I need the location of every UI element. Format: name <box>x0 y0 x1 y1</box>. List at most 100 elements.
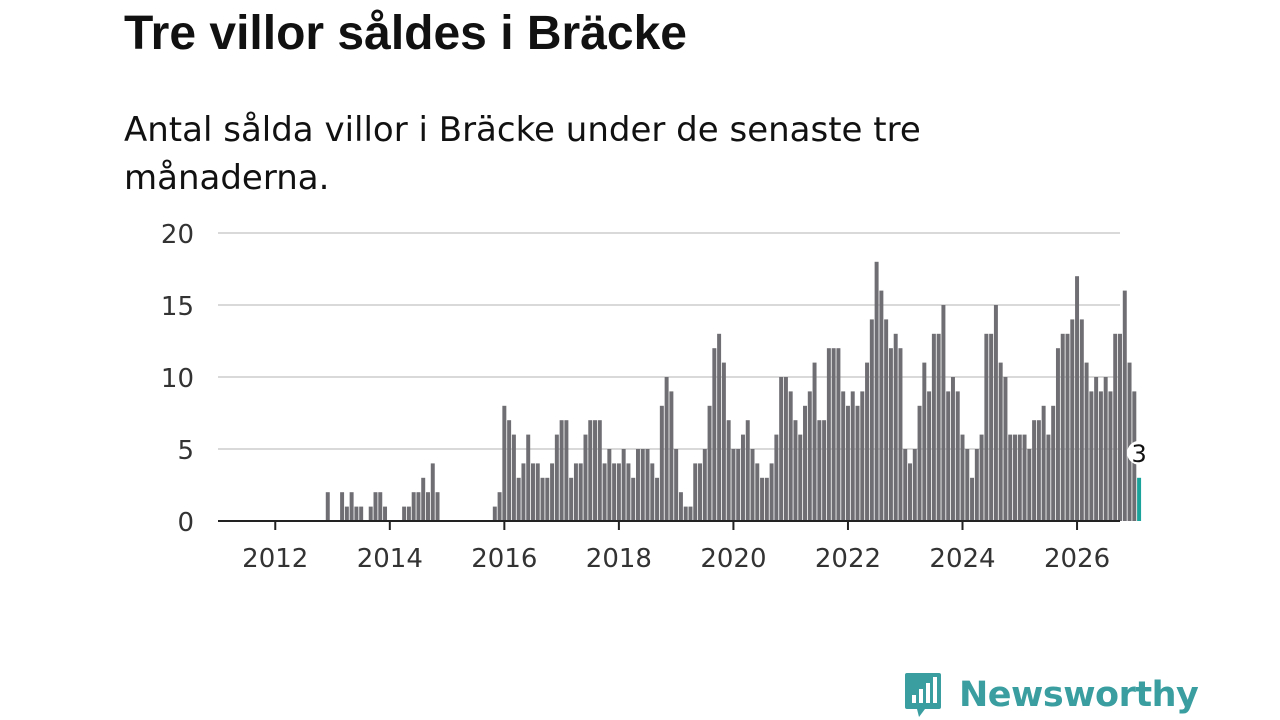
bar <box>588 420 593 521</box>
bar <box>354 506 359 521</box>
bar <box>406 506 411 521</box>
bar <box>979 434 984 521</box>
bar <box>1103 377 1108 521</box>
bar <box>702 449 707 521</box>
bar <box>602 463 607 521</box>
bar <box>874 261 879 521</box>
bar <box>545 477 550 521</box>
bar <box>1055 348 1060 521</box>
x-tick-label: 2012 <box>242 544 308 574</box>
bar <box>593 420 598 521</box>
bar <box>941 305 946 521</box>
bar <box>492 506 497 521</box>
bar <box>693 463 698 521</box>
bar <box>1118 333 1122 521</box>
bar <box>783 377 788 521</box>
bars-layer <box>325 261 1142 521</box>
bar <box>640 449 645 521</box>
bar <box>774 434 779 521</box>
bar <box>736 449 741 521</box>
bar <box>1027 449 1032 521</box>
bar <box>822 420 827 521</box>
bar <box>368 506 373 521</box>
bar <box>755 463 760 521</box>
bar <box>416 492 421 521</box>
bar <box>731 449 736 521</box>
bar <box>803 405 807 521</box>
x-tick-label: 2022 <box>815 544 881 574</box>
bar <box>836 348 841 521</box>
bar <box>817 420 822 521</box>
y-tick-label: 10 <box>161 364 194 394</box>
bar <box>1070 319 1075 521</box>
highlight-bar <box>1137 477 1142 521</box>
bar <box>989 333 994 521</box>
bar <box>1013 434 1017 521</box>
bar <box>1084 362 1089 521</box>
bar <box>1036 420 1041 521</box>
bar <box>669 391 674 521</box>
bar <box>984 333 989 521</box>
bar <box>421 477 426 521</box>
bar <box>807 391 812 521</box>
grid-layer <box>218 232 1120 450</box>
x-tick-label: 2020 <box>700 544 766 574</box>
bar <box>779 377 784 521</box>
bar <box>745 420 750 521</box>
bar <box>521 463 526 521</box>
bar <box>788 391 793 521</box>
bar <box>750 449 755 521</box>
annotation-layer: 3 <box>1127 440 1152 468</box>
bar <box>760 477 765 521</box>
bar <box>826 348 831 521</box>
bar <box>674 449 679 521</box>
bar <box>554 434 559 521</box>
bar <box>559 420 564 521</box>
bar <box>717 333 722 521</box>
bar <box>860 391 865 521</box>
bar <box>531 463 535 521</box>
bar <box>912 449 917 521</box>
bar <box>373 492 378 521</box>
bar <box>698 463 702 521</box>
bar <box>1108 391 1113 521</box>
bar <box>884 319 889 521</box>
chart-subtitle: Antal sålda villor i Bräcke under de sen… <box>124 110 921 198</box>
x-tick-label: 2014 <box>357 544 423 574</box>
newsworthy-chart-bubble-icon <box>905 673 941 717</box>
y-tick-label: 20 <box>161 220 194 250</box>
bar <box>1065 333 1070 521</box>
bar <box>793 420 798 521</box>
bar <box>1079 319 1084 521</box>
bar <box>435 492 440 521</box>
y-tick-label: 0 <box>177 508 194 538</box>
chart-title: Tre villor såldes i Bräcke <box>124 7 687 60</box>
bar <box>1122 290 1127 521</box>
bar <box>1075 276 1080 521</box>
bar <box>931 333 936 521</box>
bar <box>812 362 817 521</box>
bar <box>1046 434 1051 521</box>
bar <box>688 506 693 521</box>
brand-name: Newsworthy <box>959 675 1199 715</box>
bar <box>1022 434 1027 521</box>
bar <box>597 420 602 521</box>
bar <box>511 434 516 521</box>
bar <box>850 391 855 521</box>
bar <box>1060 333 1065 521</box>
bar <box>1113 333 1118 521</box>
bar <box>655 477 660 521</box>
bar <box>965 449 970 521</box>
bar <box>898 348 903 521</box>
bar <box>798 434 803 521</box>
bar <box>917 405 922 521</box>
bar <box>502 405 507 521</box>
bar <box>974 449 979 521</box>
bar <box>950 377 955 521</box>
bar <box>659 405 664 521</box>
bar <box>402 506 407 521</box>
bar <box>564 420 569 521</box>
bar <box>1098 391 1103 521</box>
bar <box>960 434 965 521</box>
bar <box>383 506 388 521</box>
